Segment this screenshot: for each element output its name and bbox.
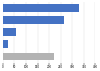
Bar <box>3 16 64 24</box>
Bar <box>3 53 54 60</box>
Bar <box>3 40 8 48</box>
Bar <box>3 4 79 12</box>
Bar <box>3 28 16 36</box>
